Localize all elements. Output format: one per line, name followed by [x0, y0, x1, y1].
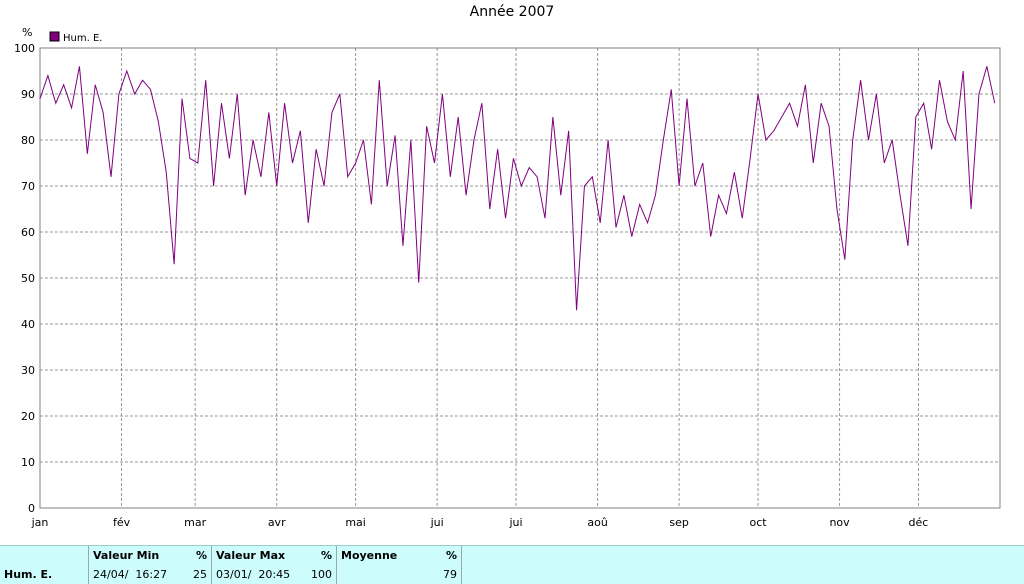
x-tick-label: sep [669, 516, 688, 529]
cell [337, 565, 432, 584]
x-tick-label: fév [113, 516, 131, 529]
x-tick-label: jui [430, 516, 444, 529]
line [39, 66, 996, 311]
y-tick-label: 60 [21, 226, 35, 239]
y-tick-label: 20 [21, 410, 35, 423]
cell: 24/04/ 16:27 [93, 568, 168, 581]
x-tick-label: nov [829, 516, 850, 529]
x-tick-label: aoû [587, 516, 607, 529]
y-axis-label: % [22, 26, 32, 39]
cell [0, 546, 89, 565]
stats-panel: Valeur Min % Valeur Max % Moyenne % Hum.… [0, 545, 1024, 584]
y-tick-label: 90 [21, 88, 35, 101]
header-cell: Valeur Max [216, 549, 286, 562]
y-tick-label: 40 [21, 318, 35, 331]
row-label: Hum. E. [0, 565, 89, 584]
y-tick-label: 80 [21, 134, 35, 147]
y-tick-label: 0 [28, 502, 35, 515]
x-tick-label: déc [909, 516, 929, 529]
x-tick-label: oct [749, 516, 767, 529]
x-tick-label: jan [31, 516, 49, 529]
chart-title: Année 2007 [470, 4, 555, 20]
cell: 79 [431, 565, 462, 584]
legend-swatch [49, 31, 60, 42]
header-cell: % [183, 546, 212, 565]
header-cell: % [431, 546, 462, 565]
x-tick-label: avr [268, 516, 286, 529]
legend-label: Hum. E. [63, 33, 102, 44]
cell: 25 [183, 565, 212, 584]
x-tick-label: jui [509, 516, 523, 529]
y-tick-label: 50 [21, 272, 35, 285]
header-cell: Valeur Min [93, 549, 160, 562]
chart: Année 2007 % 0 10 20 30 40 50 60 70 80 90 100 jan fé… [14, 4, 1001, 529]
plot-frame [39, 47, 1001, 509]
y-tick-label: 30 [21, 364, 35, 377]
stats-table: Valeur Min % Valeur Max % Moyenne % Hum.… [0, 546, 462, 584]
x-tick-label: mar [184, 516, 206, 529]
y-tick-label: 70 [21, 180, 35, 193]
y-tick-label: 10 [21, 456, 35, 469]
y-tick-label: 100 [14, 42, 35, 55]
cell: 03/01/ 20:45 [216, 568, 291, 581]
x-tick-label: mai [345, 516, 366, 529]
header-cell: Moyenne [341, 549, 398, 562]
cell: 100 [306, 565, 337, 584]
header-cell: % [306, 546, 337, 565]
